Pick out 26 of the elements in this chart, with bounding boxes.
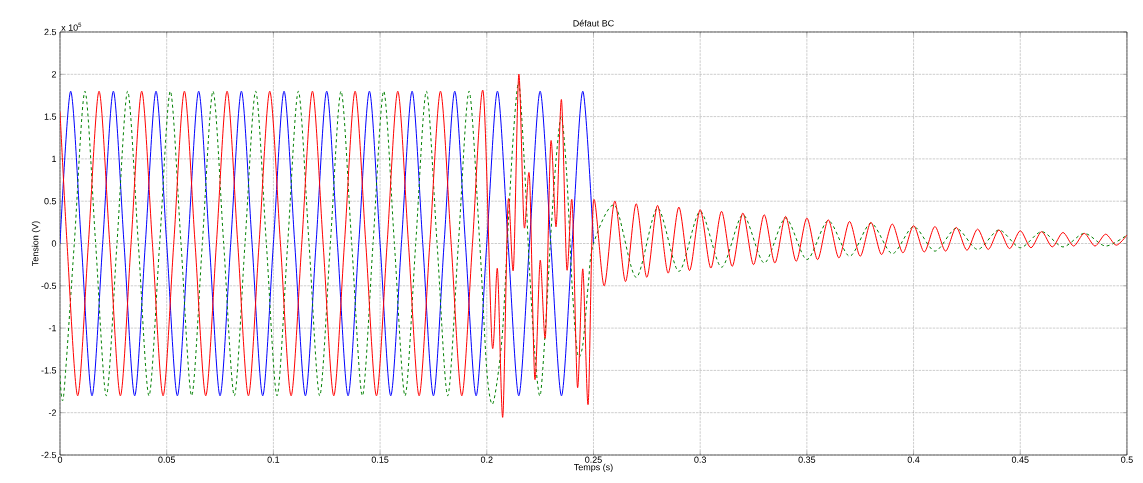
y-tick-label: 0 [51,240,57,247]
y-tick-label: -2 [48,409,57,416]
x-tick-label: 0.2 [480,456,493,463]
y-tick-label: -1.5 [41,367,57,374]
chart-title: Défaut BC [573,19,614,27]
x-tick-label: 0.05 [158,456,176,463]
x-tick-label: 0.35 [798,456,816,463]
x-axis-title: Temps (s) [574,463,613,473]
x-tick-label: 0.3 [694,456,707,463]
y-tick-label: 2.5 [44,28,57,36]
y-tick-label: -0.5 [41,282,57,289]
x-tick-label: 0.5 [1121,456,1133,463]
x-tick-label: 0.45 [1011,456,1029,463]
x-tick-label: 0.25 [585,456,602,463]
y-axis-title: Tension (V) [31,221,41,266]
y-tick-label: -2.5 [41,451,57,459]
x-tick-label: 0.15 [371,456,389,463]
y-tick-label: 2 [51,71,57,78]
x-tick-label: 0.1 [267,456,280,463]
text: x 10$^{5}$ [61,22,82,31]
x-tick-label: 0 [57,456,63,463]
y-tick-label: 1 [52,155,57,162]
y-tick-label: 0.5 [44,198,57,205]
y-tick-label: -1 [48,325,57,332]
y-tick-label: 1.5 [44,113,57,120]
x-tick-label: 0.4 [907,456,920,463]
